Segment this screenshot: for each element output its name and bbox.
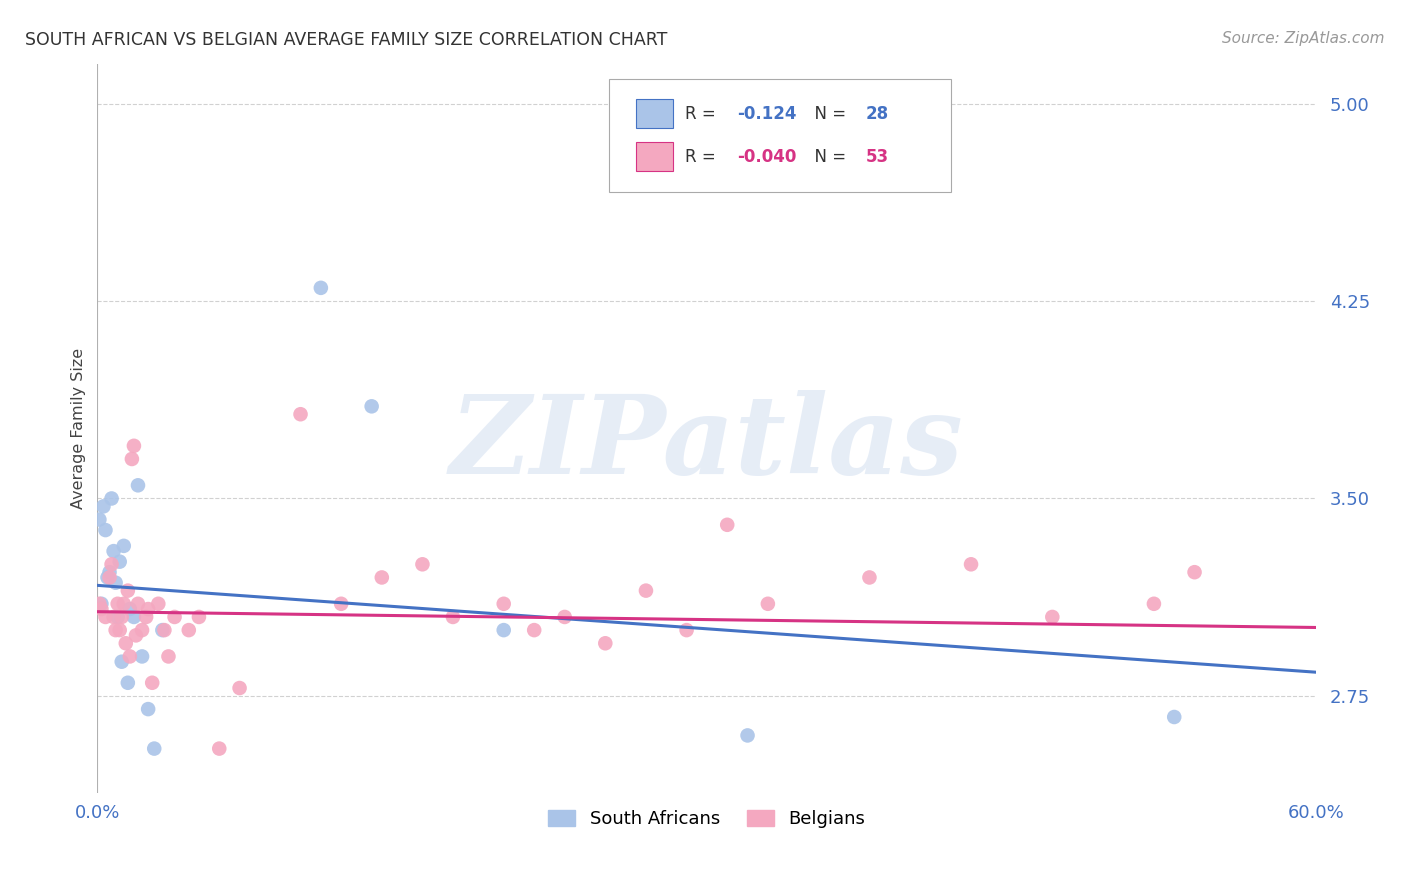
Point: [94, 610, 117, 624]
Point: [163, 610, 186, 624]
Point: [93, 500, 115, 514]
Text: N =: N =: [804, 104, 852, 122]
Point: [1040, 610, 1063, 624]
Text: SOUTH AFRICAN VS BELGIAN AVERAGE FAMILY SIZE CORRELATION CHART: SOUTH AFRICAN VS BELGIAN AVERAGE FAMILY …: [25, 31, 668, 49]
Point: [441, 610, 464, 624]
Point: [111, 610, 134, 624]
Point: [112, 539, 135, 553]
Point: [1184, 565, 1206, 579]
Point: [716, 517, 738, 532]
Point: [492, 623, 515, 637]
Point: [309, 281, 332, 295]
Point: [117, 583, 139, 598]
Text: -0.040: -0.040: [737, 148, 797, 166]
Point: [104, 575, 127, 590]
FancyBboxPatch shape: [636, 142, 673, 171]
Text: N =: N =: [804, 148, 852, 166]
Point: [858, 570, 880, 584]
Point: [103, 544, 125, 558]
Point: [122, 439, 145, 453]
Point: [153, 623, 176, 637]
Point: [108, 623, 131, 637]
Point: [492, 597, 515, 611]
Point: [117, 675, 139, 690]
Text: ZIPatlas: ZIPatlas: [450, 390, 965, 497]
Point: [107, 597, 129, 611]
Point: [595, 636, 617, 650]
Point: [371, 570, 394, 584]
Point: [411, 558, 433, 572]
Point: [136, 602, 159, 616]
Point: [136, 702, 159, 716]
Point: [960, 558, 983, 572]
Point: [100, 558, 122, 572]
Point: [114, 636, 136, 650]
Point: [112, 597, 135, 611]
Point: [89, 597, 111, 611]
Point: [756, 597, 779, 611]
Point: [177, 623, 200, 637]
Point: [96, 570, 118, 584]
Point: [89, 512, 111, 526]
Legend: South Africans, Belgians: South Africans, Belgians: [541, 803, 873, 836]
Point: [131, 623, 153, 637]
Point: [127, 597, 149, 611]
Point: [523, 623, 546, 637]
Point: [131, 649, 153, 664]
Point: [330, 597, 353, 611]
Point: [1163, 710, 1185, 724]
Point: [135, 610, 157, 624]
Point: [125, 628, 148, 642]
Point: [108, 555, 131, 569]
FancyBboxPatch shape: [609, 78, 950, 192]
Text: R =: R =: [685, 148, 721, 166]
Point: [98, 570, 121, 584]
Point: [118, 649, 141, 664]
Point: [94, 523, 117, 537]
Point: [675, 623, 697, 637]
Point: [554, 610, 576, 624]
Point: [208, 741, 231, 756]
Text: -0.124: -0.124: [737, 104, 797, 122]
Point: [1143, 597, 1166, 611]
Point: [127, 478, 149, 492]
Point: [360, 400, 382, 414]
Y-axis label: Average Family Size: Average Family Size: [72, 348, 86, 509]
Point: [148, 597, 170, 611]
Point: [143, 741, 166, 756]
Point: [107, 610, 129, 624]
Point: [103, 610, 125, 624]
Point: [228, 681, 250, 695]
Point: [290, 407, 312, 421]
Point: [90, 597, 112, 611]
Point: [122, 610, 145, 624]
Point: [150, 623, 173, 637]
Point: [100, 491, 122, 506]
Text: 53: 53: [866, 148, 889, 166]
FancyBboxPatch shape: [636, 99, 673, 128]
Point: [104, 623, 127, 637]
Point: [90, 602, 112, 616]
Text: R =: R =: [685, 104, 727, 122]
Point: [111, 655, 134, 669]
Point: [141, 675, 163, 690]
Point: [98, 565, 121, 579]
Point: [187, 610, 209, 624]
Text: 28: 28: [866, 104, 889, 122]
Point: [634, 583, 657, 598]
Point: [737, 728, 759, 742]
Point: [118, 602, 141, 616]
Point: [157, 649, 180, 664]
Text: Source: ZipAtlas.com: Source: ZipAtlas.com: [1222, 31, 1385, 46]
Point: [121, 452, 143, 467]
